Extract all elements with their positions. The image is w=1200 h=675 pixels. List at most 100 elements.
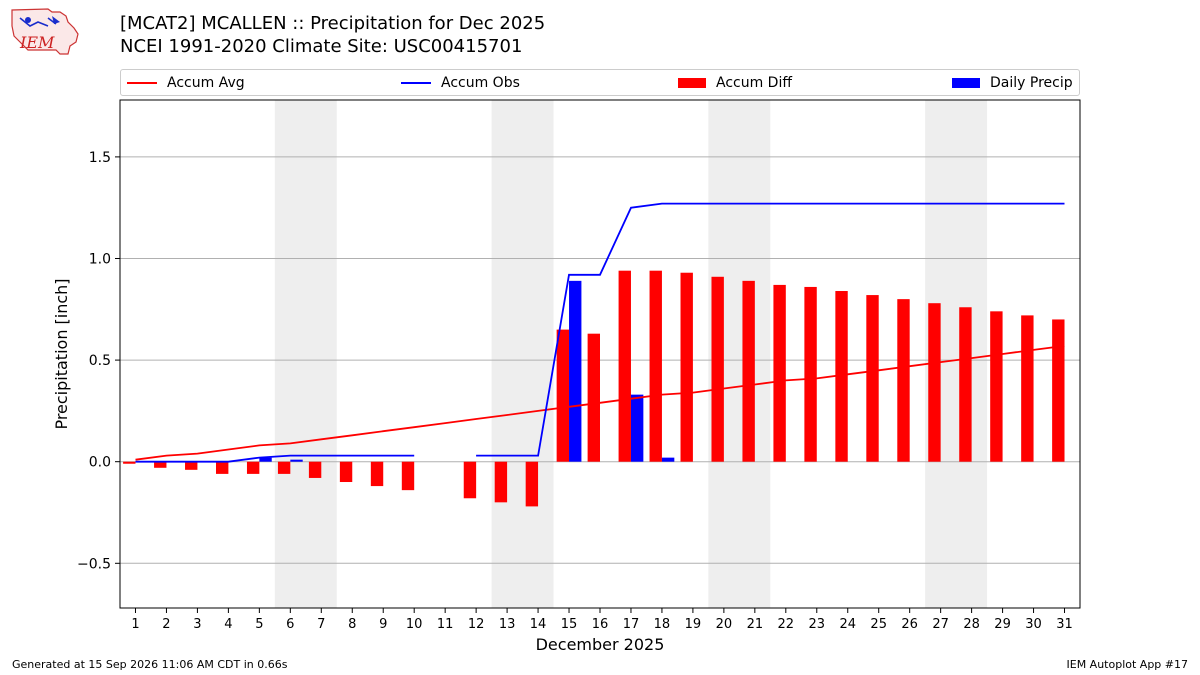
x-tick-label: 23 [809,617,826,632]
daily-precip-bar [569,280,582,462]
x-axis-label: December 2025 [536,635,665,654]
accum-diff-bar [773,284,786,462]
x-tick-label: 30 [1025,617,1042,632]
legend-swatch-accum-diff [678,77,706,88]
y-tick-label: 0.0 [89,455,111,471]
y-tick-label: −0.5 [77,556,111,572]
accum-diff-bar [680,272,693,462]
x-tick-label: 2 [162,617,170,632]
x-tick-label: 10 [406,617,423,632]
accum-diff-bar [804,286,817,462]
x-tick-label: 26 [901,617,918,632]
accum-avg-line-1 [135,345,1065,461]
weekend-band-4 [925,100,988,608]
accum-diff-bar [959,307,972,462]
footer-generated: Generated at 15 Sep 2026 11:06 AM CDT in… [12,658,288,671]
weekend-band-2 [491,100,554,608]
x-tick-label: 27 [932,617,949,632]
legend-item-accum-avg: Accum Avg [127,70,245,95]
accum-diff-bar [277,461,291,474]
y-tick-label: 0.5 [89,353,111,369]
accum-obs-line-2 [476,202,1065,457]
x-tick-label: 7 [317,617,325,632]
accum-diff-bar [897,299,910,462]
weekend-band-3 [708,100,771,608]
x-tick-label: 9 [379,617,387,632]
footer-app: IEM Autoplot App #17 [1066,658,1189,671]
legend-label-accum-avg: Accum Avg [167,74,245,91]
x-tick-label: 3 [193,617,201,632]
x-tick-label: 4 [224,617,232,632]
accum-diff-bar [308,461,322,478]
x-tick-label: 8 [348,617,356,632]
x-tick-label: 1 [131,617,139,632]
y-axis-label: Precipitation [inch] [52,278,71,429]
x-tick-label: 21 [747,617,764,632]
accum-diff-bar [990,311,1003,462]
accum-diff-bar [1021,315,1034,462]
x-tick-label: 24 [839,617,856,632]
accum-obs-line-1 [135,454,415,463]
accum-diff-bar [216,461,229,474]
accum-diff-bar [1052,319,1065,462]
accum-diff-bar [556,329,570,462]
x-tick-label: 12 [468,617,485,632]
legend-item-accum-diff: Accum Diff [678,70,792,95]
x-tick-label: 19 [685,617,702,632]
accum-diff-bar [587,333,600,462]
chart-legend: Accum Avg Accum Obs Accum Diff Daily Pre… [120,69,1080,96]
title-line-2: NCEI 1991-2020 Climate Site: USC00415701 [120,36,523,57]
title-line-1: [MCAT2] MCALLEN :: Precipitation for Dec… [120,13,546,34]
x-tick-label: 18 [654,617,671,632]
accum-diff-bar [866,295,879,462]
accum-diff-bar [742,280,755,462]
x-tick-label: 17 [623,617,640,632]
daily-precip-bar [259,457,272,462]
x-tick-label: 14 [530,617,547,632]
accum-diff-bar [246,461,260,474]
accum-diff-bar [649,270,662,462]
accum-diff-bar [123,461,136,464]
legend-item-daily-precip: Daily Precip [952,70,1073,95]
legend-label-accum-diff: Accum Diff [716,74,793,91]
y-tick-label: 1.0 [89,251,111,267]
iem-logo: IEM [11,8,79,55]
accum-diff-bar [401,461,415,491]
accum-diff-bar [154,461,167,468]
daily-precip-bar [661,457,675,462]
accum-diff-bar [339,461,353,483]
daily-precip-bar [630,394,644,462]
x-tick-label: 15 [561,617,578,632]
x-tick-label: 13 [499,617,516,632]
x-tick-label: 29 [994,617,1011,632]
accum-diff-bar [711,276,724,462]
x-tick-label: 28 [963,617,980,632]
legend-label-accum-obs: Accum Obs [441,74,520,91]
chart-title: [MCAT2] MCALLEN :: Precipitation for Dec… [120,12,545,58]
logo-text: IEM [19,33,55,52]
accum-diff-bar [463,461,477,499]
plot-frame [119,99,1081,609]
x-tick-label: 16 [592,617,609,632]
accum-diff-bar [835,291,848,462]
y-tick-label: 1.5 [89,150,111,166]
x-tick-label: 6 [286,617,294,632]
daily-precip-bar [290,459,303,462]
accum-diff-bar [618,270,631,462]
accum-diff-bar [928,303,941,462]
x-tick-label: 25 [870,617,887,632]
legend-swatch-accum-avg [127,81,157,84]
x-tick-label: 20 [716,617,733,632]
accum-diff-bar [525,461,539,507]
legend-item-accum-obs: Accum Obs [401,70,520,95]
legend-swatch-daily-precip [952,77,980,88]
accum-diff-bar [185,461,198,470]
x-tick-label: 31 [1056,617,1073,632]
legend-swatch-accum-obs [401,81,431,84]
weekend-band-1 [274,100,337,608]
x-tick-label: 11 [437,617,454,632]
accum-diff-bar [370,461,384,487]
x-tick-label: 5 [255,617,263,632]
accum-diff-bar [494,461,508,503]
